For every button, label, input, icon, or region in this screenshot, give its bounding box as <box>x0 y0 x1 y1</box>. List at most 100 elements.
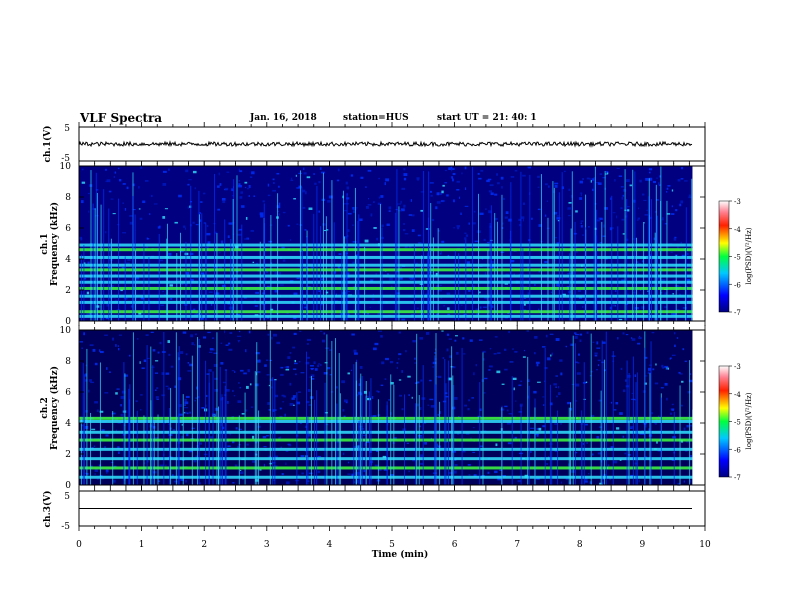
noise-speck <box>314 182 317 185</box>
noise-speck <box>398 358 400 360</box>
sferic-line <box>430 202 432 321</box>
noise-speck <box>208 369 212 372</box>
noise-speck <box>324 362 328 364</box>
noise-speck <box>558 392 561 396</box>
sferic-line <box>354 187 356 321</box>
noise-speck <box>499 469 502 471</box>
noise-speck <box>567 207 572 210</box>
noise-speck <box>544 261 548 264</box>
sferic-line <box>99 362 101 485</box>
colorbar-tick-label: -6 <box>734 446 741 454</box>
noise-speck <box>81 424 84 427</box>
noise-speck <box>664 223 667 225</box>
noise-speck <box>527 292 529 295</box>
noise-speck <box>215 231 218 235</box>
noise-speck <box>482 350 486 353</box>
noise-speck <box>241 413 245 415</box>
ch1-ytick-top: 5 <box>64 124 70 134</box>
noise-speck <box>514 169 518 172</box>
noise-speck <box>594 352 598 355</box>
noise-speck <box>648 216 653 220</box>
noise-speck <box>437 445 441 448</box>
noise-speck <box>605 171 609 173</box>
noise-speck <box>556 217 561 220</box>
noise-speck <box>568 214 571 217</box>
noise-speck <box>559 359 563 362</box>
noise-speck <box>671 312 673 316</box>
noise-speck <box>637 217 641 220</box>
sferic-line <box>230 238 232 321</box>
noise-speck <box>388 399 390 401</box>
noise-speck <box>505 211 509 215</box>
noise-speck <box>237 400 242 403</box>
noise-speck <box>239 170 243 173</box>
noise-speck <box>268 409 271 411</box>
noise-speck <box>337 265 340 269</box>
noise-speck <box>263 463 265 467</box>
noise-speck <box>623 246 628 248</box>
sferic-line <box>570 228 572 321</box>
noise-speck <box>538 270 540 273</box>
noise-speck <box>288 444 292 447</box>
noise-speck <box>625 179 630 183</box>
noise-speck <box>200 272 204 275</box>
noise-speck <box>510 175 515 178</box>
noise-speck <box>479 212 484 215</box>
noise-speck <box>671 189 674 192</box>
noise-speck <box>237 335 242 337</box>
sferic-line <box>263 203 265 321</box>
sferic-line <box>437 228 439 321</box>
sferic-line <box>112 411 114 485</box>
noise-speck <box>340 435 342 439</box>
noise-speck <box>622 233 625 235</box>
noise-speck <box>79 341 84 343</box>
noise-speck <box>570 343 574 346</box>
noise-speck <box>99 410 104 413</box>
noise-speck <box>371 415 374 417</box>
noise-speck <box>198 442 203 445</box>
noise-speck <box>671 403 674 406</box>
noise-speck <box>350 174 354 177</box>
noise-speck <box>690 455 693 457</box>
sferic-line <box>660 200 662 321</box>
noise-speck <box>352 224 355 226</box>
noise-speck <box>568 481 572 484</box>
start-time-label: start UT = 21: 40: 1 <box>437 113 537 123</box>
sferic-line <box>370 378 372 485</box>
noise-speck <box>345 181 348 185</box>
noise-speck <box>621 279 625 282</box>
noise-speck <box>172 429 176 431</box>
noise-speck <box>293 404 295 406</box>
noise-speck <box>576 372 581 375</box>
noise-speck <box>602 235 606 237</box>
noise-speck <box>524 297 526 300</box>
colorbar-tick-label: -4 <box>734 226 741 234</box>
noise-speck <box>167 340 170 344</box>
noise-speck <box>287 356 291 359</box>
noise-speck <box>416 177 420 180</box>
noise-speck <box>586 177 590 180</box>
noise-speck <box>196 386 198 390</box>
x-tick-label: 1 <box>139 540 145 550</box>
noise-speck <box>455 335 458 337</box>
noise-speck <box>246 443 249 446</box>
sferic-line <box>129 384 131 485</box>
noise-speck <box>190 334 194 338</box>
noise-speck <box>624 209 627 211</box>
sferic-line <box>256 342 258 485</box>
noise-speck <box>412 459 416 462</box>
colorbar-tick-label: -6 <box>734 281 741 289</box>
frequency-band <box>79 255 693 259</box>
noise-speck <box>237 445 239 449</box>
frequency-band <box>79 248 693 252</box>
noise-speck <box>657 182 660 185</box>
noise-speck <box>549 333 554 335</box>
noise-speck <box>347 473 351 475</box>
noise-speck <box>556 283 560 287</box>
noise-speck <box>424 442 427 445</box>
noise-speck <box>612 212 616 214</box>
noise-speck <box>592 246 595 249</box>
sferic-line <box>461 347 463 485</box>
noise-speck <box>266 285 270 288</box>
sferic-line <box>529 174 531 321</box>
